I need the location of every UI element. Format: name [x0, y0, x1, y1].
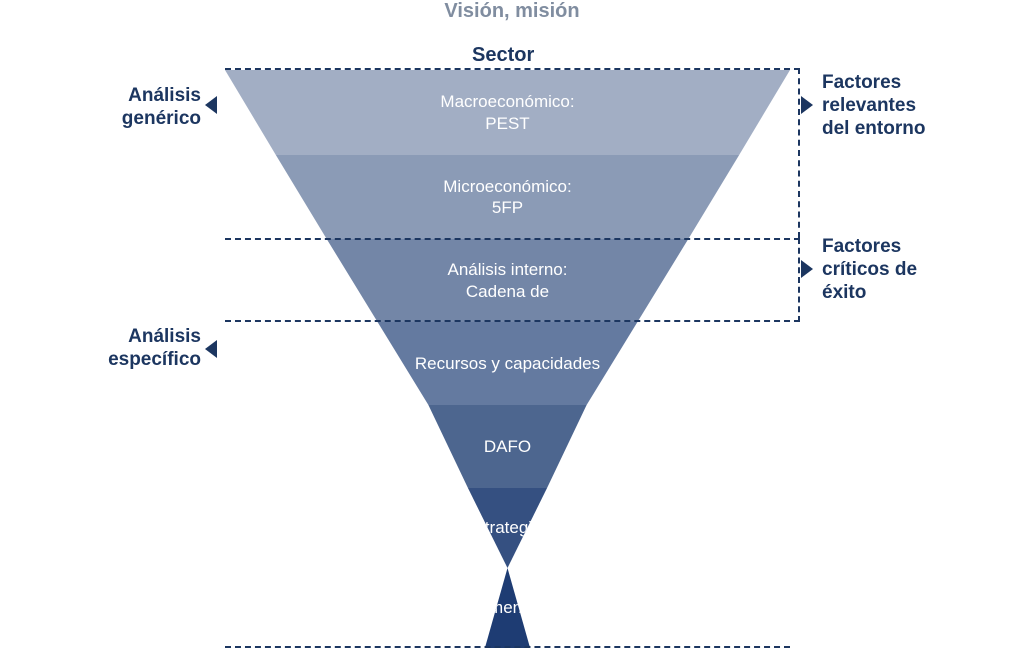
funnel-segment-label-6: Implementación [447, 597, 567, 618]
funnel-segment-label-4: DAFO [484, 436, 531, 457]
sector-label: Sector [472, 44, 534, 67]
funnel-segment-6: Implementación [225, 568, 790, 648]
funnel-segment-0: Macroeconómico:PEST [225, 70, 790, 155]
funnel-segment-1: Microeconómico:5FP [225, 155, 790, 239]
funnel-diagram: Macroeconómico:PEST Microeconómico:5FP Aná… [225, 70, 790, 648]
right-label-1: Factorescríticos deéxito [822, 236, 917, 304]
arrow-left-0 [205, 96, 217, 114]
funnel-segment-label-1: Microeconómico:5FP [443, 176, 572, 219]
funnel-segment-2: Análisis interno:Cadena de [225, 239, 790, 322]
funnel-segment-label-0: Macroeconómico:PEST [440, 91, 574, 134]
left-label-0: Análisisgenérico [122, 85, 201, 131]
arrow-right-0 [801, 96, 813, 114]
funnel-segment-5: Estrategias [225, 488, 790, 568]
funnel-segment-label-5: Estrategias [465, 517, 550, 538]
arrow-right-1 [801, 260, 813, 278]
funnel-segment-4: DAFO [225, 405, 790, 488]
funnel-segment-3: Recursos y capacidades [225, 322, 790, 405]
funnel-segment-label-3: Recursos y capacidades [415, 353, 600, 374]
left-label-1: Análisisespecífico [108, 326, 201, 372]
funnel-segment-label-2: Análisis interno:Cadena de [447, 259, 567, 302]
arrow-left-1 [205, 340, 217, 358]
right-label-0: Factoresrelevantesdel entorno [822, 72, 925, 140]
page-title: Visión, misión [0, 0, 1024, 23]
